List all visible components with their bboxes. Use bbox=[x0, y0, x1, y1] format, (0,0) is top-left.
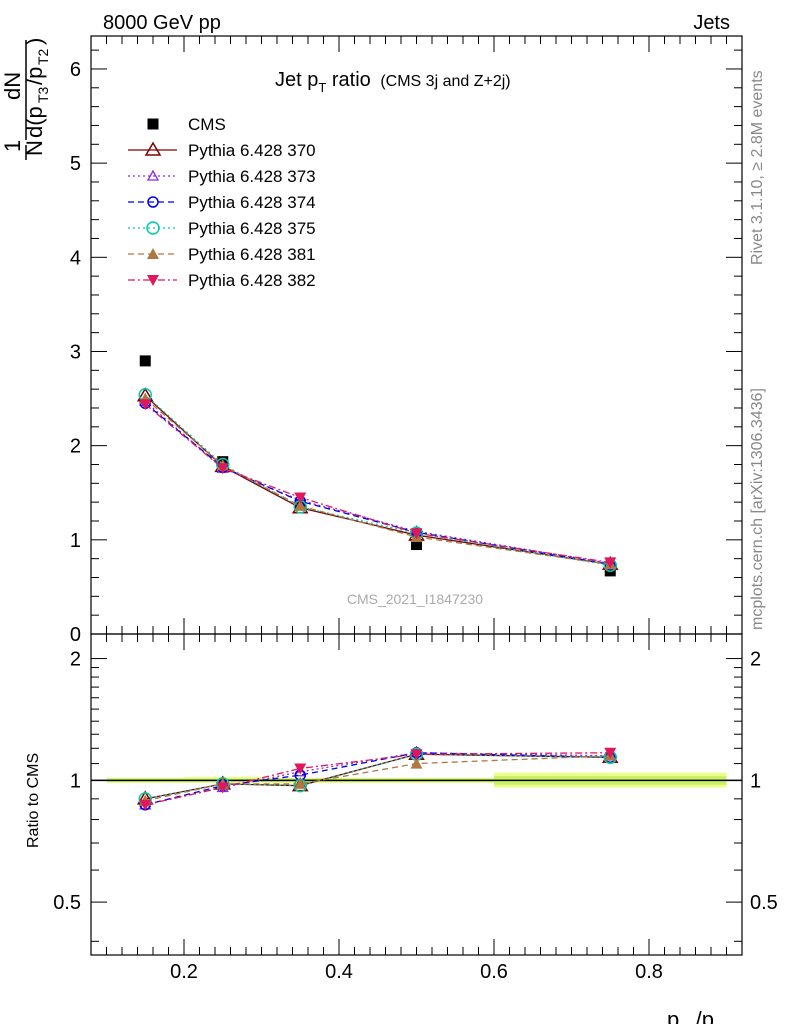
series-line-p382 bbox=[144, 403, 611, 564]
legend-entry-p381: Pythia 6.428 381 bbox=[128, 245, 316, 264]
ratio-y-tick-label: 0.5 bbox=[53, 892, 81, 914]
series-line-p374 bbox=[144, 402, 611, 565]
data-point-p381 bbox=[294, 499, 307, 511]
svg-text:d(p: d(p bbox=[22, 106, 47, 138]
title-sub: T bbox=[318, 80, 326, 95]
legend-label: Pythia 6.428 375 bbox=[188, 219, 316, 238]
series-CMS bbox=[139, 355, 616, 577]
ratio-point-p382 bbox=[216, 782, 229, 794]
y-tick-label: 1 bbox=[70, 530, 81, 552]
series-line-p381 bbox=[144, 398, 611, 565]
title-note: (CMS 3j and Z+2j) bbox=[380, 73, 510, 90]
legend-marker bbox=[147, 118, 159, 130]
legend-marker bbox=[147, 275, 159, 286]
header-left: 8000 GeV pp bbox=[103, 12, 221, 34]
rivet-label: Rivet 3.1.10, ≥ 2.8M events bbox=[749, 70, 766, 265]
series-line-p375 bbox=[144, 394, 611, 566]
svg-text:T2: T2 bbox=[35, 48, 51, 65]
legend-marker bbox=[147, 248, 159, 259]
ratio-point-p382 bbox=[294, 763, 307, 775]
series-p370 bbox=[136, 387, 619, 571]
series-p375 bbox=[138, 388, 617, 573]
svg-text:/p: /p bbox=[22, 67, 47, 85]
data-point-p382 bbox=[604, 557, 617, 569]
legend-label: Pythia 6.428 381 bbox=[188, 245, 316, 264]
x-tick-label: 0.4 bbox=[325, 961, 353, 983]
y-tick-label: 5 bbox=[70, 153, 81, 175]
ratio-y-tick-label-right: 0.5 bbox=[750, 892, 778, 914]
svg-text:N: N bbox=[22, 140, 47, 156]
y-tick-label: 6 bbox=[70, 59, 81, 81]
legend-entry-p375: Pythia 6.428 375 bbox=[128, 219, 316, 238]
ratio-line-p381 bbox=[145, 755, 611, 802]
data-point-p382 bbox=[410, 528, 423, 540]
legend-entry-p374: Pythia 6.428 374 bbox=[128, 193, 316, 212]
legend-marker bbox=[146, 221, 160, 235]
legend-marker bbox=[147, 196, 159, 208]
legend-entry-CMS: CMS bbox=[147, 115, 226, 134]
ratio-line-p382 bbox=[145, 752, 611, 806]
chart-title: Jet pT ratio (CMS 3j and Z+2j) bbox=[275, 69, 511, 95]
data-point-CMS bbox=[411, 539, 422, 551]
svg-text:): ) bbox=[22, 38, 47, 45]
svg-text:T3: T3 bbox=[35, 86, 51, 103]
y-tick-label: 3 bbox=[70, 341, 81, 363]
legend-label: Pythia 6.428 370 bbox=[188, 141, 316, 160]
series-p381 bbox=[139, 392, 617, 570]
data-point-p382 bbox=[294, 492, 307, 504]
ratio-panel: 0.2 0.4 0.6 0.8 0.5 0.5 1 1 2 2 bbox=[53, 633, 778, 983]
series-p373 bbox=[139, 395, 617, 569]
series-line-p370 bbox=[144, 395, 611, 565]
ratio-point-p381 bbox=[294, 777, 307, 789]
ratio-y-tick-label-right: 1 bbox=[750, 770, 761, 792]
main-panel: 0 1 2 3 4 5 6 bbox=[70, 35, 743, 646]
legend: CMS Pythia 6.428 370 Pythia 6.428 373 Pythi… bbox=[128, 115, 316, 290]
x-axis-label: pT3/pT2 bbox=[667, 1007, 731, 1024]
ratio-point-p382 bbox=[410, 749, 423, 761]
legend-label: CMS bbox=[188, 115, 226, 134]
series-line-p373 bbox=[144, 400, 611, 565]
analysis-watermark: CMS_2021_I1847230 bbox=[347, 591, 483, 607]
legend-label: Pythia 6.428 374 bbox=[188, 193, 316, 212]
data-point-p382 bbox=[139, 399, 152, 411]
y-tick-label: 4 bbox=[70, 247, 81, 269]
x-tick-label: 0.8 bbox=[635, 961, 663, 983]
legend-entry-p382: Pythia 6.428 382 bbox=[128, 271, 316, 290]
ratio-y-tick-label: 2 bbox=[70, 649, 81, 671]
legend-entry-p370: Pythia 6.428 370 bbox=[128, 141, 316, 160]
ratio-point-p381 bbox=[410, 757, 423, 769]
legend-marker bbox=[146, 169, 160, 181]
ratio-y-axis-label: Ratio to CMS bbox=[25, 753, 42, 848]
title-main: Jet p bbox=[275, 69, 318, 91]
x-tick-label: 0.6 bbox=[480, 961, 508, 983]
ratio-y-tick-label-right: 2 bbox=[750, 649, 761, 671]
series-p382 bbox=[139, 399, 617, 569]
x-tick-label: 0.2 bbox=[170, 961, 198, 983]
legend-label: Pythia 6.428 373 bbox=[188, 167, 316, 186]
ratio-point-p382 bbox=[139, 799, 152, 811]
svg-text:1: 1 bbox=[0, 140, 25, 152]
data-point-p382 bbox=[216, 463, 229, 475]
data-point-CMS bbox=[139, 355, 151, 367]
svg-text:pT3/pT2: pT3/pT2 bbox=[667, 1007, 731, 1024]
legend-marker bbox=[144, 141, 162, 156]
mcplots-label: mcplots.cern.ch [arXiv:1306.3436] bbox=[749, 388, 766, 630]
ratio-series-p382 bbox=[139, 747, 617, 811]
main-y-axis-label: 1 N dN d(p T3 /p T2 ) bbox=[0, 38, 51, 160]
legend-label: Pythia 6.428 382 bbox=[188, 271, 316, 290]
series-p374 bbox=[139, 397, 616, 571]
ratio-point-p382 bbox=[604, 747, 617, 759]
svg-text:dN: dN bbox=[0, 72, 25, 100]
y-tick-label: 0 bbox=[70, 624, 81, 646]
header-right: Jets bbox=[693, 12, 730, 34]
y-tick-label: 2 bbox=[70, 436, 81, 458]
legend-entry-p373: Pythia 6.428 373 bbox=[128, 167, 316, 186]
title-rest: ratio bbox=[326, 69, 370, 91]
ratio-y-tick-label: 1 bbox=[70, 770, 81, 792]
